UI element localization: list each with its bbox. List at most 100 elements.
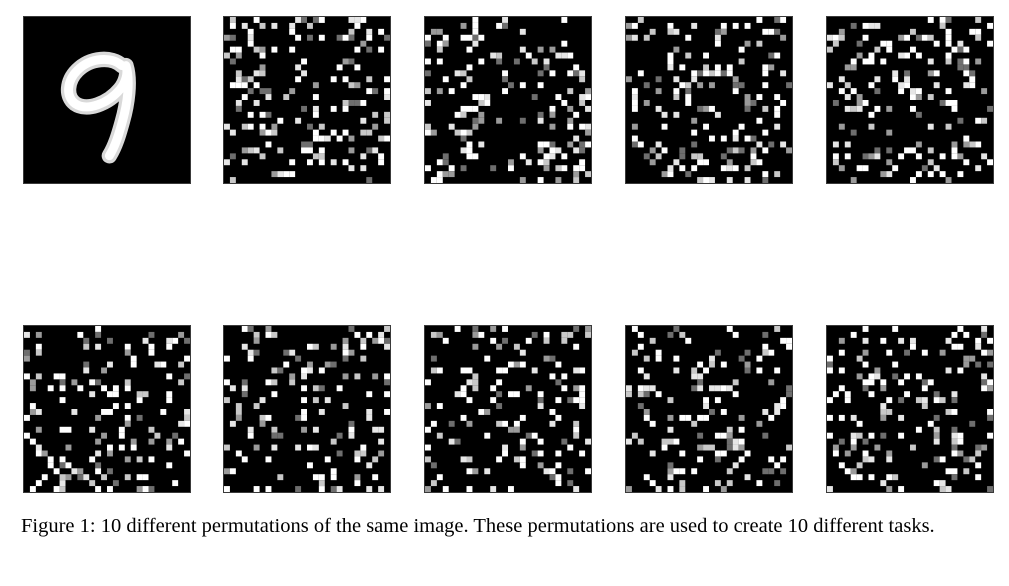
pixel [460,391,467,398]
pixel [626,438,632,445]
pixel [307,367,313,374]
pixel [537,397,544,404]
pixel [844,397,851,404]
pixel [466,147,473,154]
pixel [720,70,727,77]
pixel [318,135,325,142]
pixel-grid [626,326,792,492]
pixel [561,40,568,47]
permuted-image-2 [424,16,592,184]
pixel [886,147,893,154]
pixel [59,373,66,380]
pixel [89,456,96,463]
pixel [844,153,851,160]
pixel [756,159,763,166]
pixel [360,450,367,457]
pixel [643,391,650,398]
pixel [301,147,307,154]
pixel [295,34,302,41]
pixel [963,355,970,362]
pixel [673,111,680,118]
pixel [172,432,179,439]
pixel [856,165,863,172]
pixel [874,147,881,154]
pixel [732,444,739,451]
pixel [762,343,769,350]
pixel [484,468,491,475]
pixel [655,141,662,148]
pixel [342,355,349,362]
pixel [295,486,302,492]
pixel [880,414,887,421]
pixel [832,153,839,160]
pixel [691,165,698,172]
pixel [318,486,325,492]
pixel [762,147,769,154]
pixel [691,70,698,77]
pixel [318,385,325,392]
pixel [910,177,916,183]
pixel [378,438,385,445]
pixel [945,486,952,492]
pixel [744,135,751,142]
pixel [874,153,881,160]
pixel [649,147,656,154]
pixel [318,34,325,41]
pixel [95,331,102,338]
pixel [24,414,30,421]
pixel [466,397,473,404]
permuted-image-8 [625,325,793,493]
pixel [35,450,42,457]
pixel [673,438,680,445]
pixel [756,355,763,362]
pixel [844,105,851,112]
pixel [910,88,916,95]
pixel [148,349,155,356]
pixel [844,64,851,71]
pixel [709,355,715,362]
pixel [259,70,266,77]
pixel [951,409,958,415]
pixel [780,34,787,41]
pixel [579,367,586,374]
pixel [567,52,574,59]
pixel [148,331,155,338]
pixel [336,486,343,492]
pixel [738,147,745,154]
pixel [915,397,922,404]
pixel [241,123,248,130]
pixel [910,46,916,53]
pixel [661,147,668,154]
pixel [472,40,479,47]
pixel [342,100,349,106]
pixel [184,420,190,427]
pixel [47,385,54,392]
pixel [235,414,242,421]
pixel [543,331,550,338]
pixel [827,414,833,421]
pixel [720,385,727,392]
pixel [732,135,739,142]
pixel [862,349,869,356]
pixel [301,385,307,392]
pixel [430,129,437,136]
pixel [107,444,113,451]
pixel [29,403,36,409]
pixel [184,450,190,457]
pixel [756,367,763,374]
pixel [277,367,284,374]
pixel [910,105,916,112]
pixel [915,426,922,433]
pixel [454,391,461,398]
pixel [378,159,385,166]
pixel [927,94,934,100]
pixel [631,141,638,148]
pixel [324,456,331,463]
pixel [655,76,662,83]
pixel [951,105,958,112]
pixel [543,355,550,362]
pixel [714,349,721,356]
pixel [774,367,781,374]
permuted-image-5 [23,325,191,493]
pixel [915,141,922,148]
